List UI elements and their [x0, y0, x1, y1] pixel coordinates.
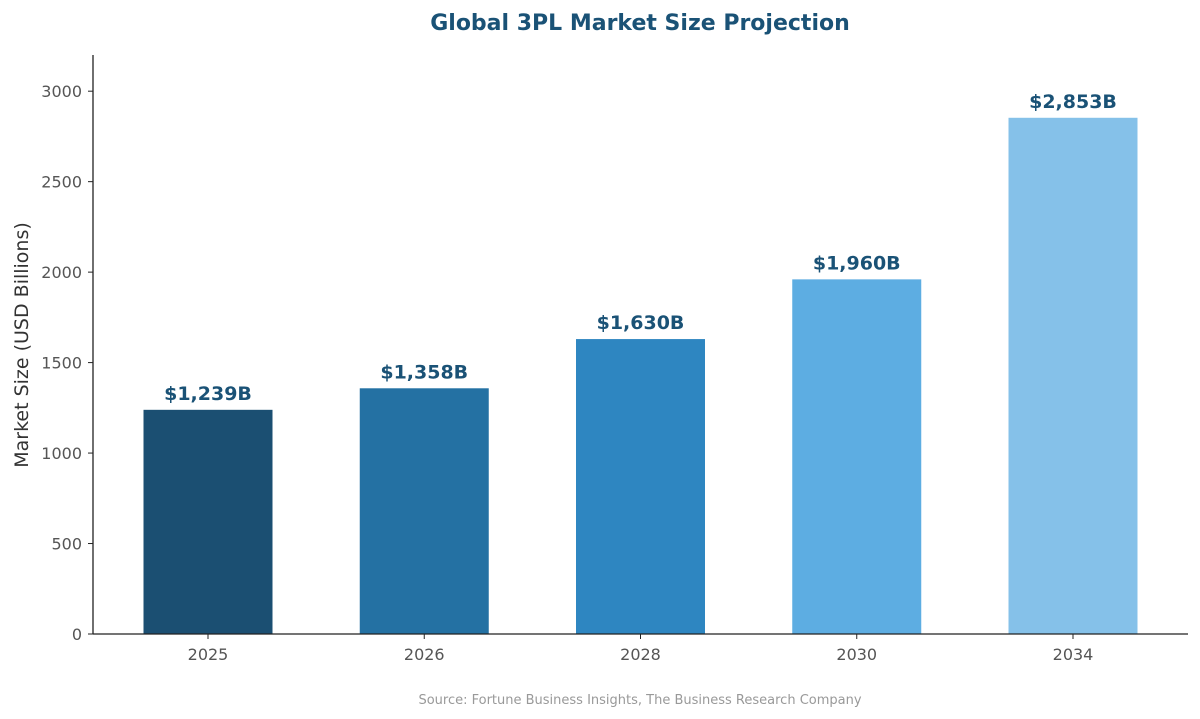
- y-axis-label: Market Size (USD Billions): [11, 222, 33, 468]
- data-label-2034: $2,853B: [1029, 91, 1117, 113]
- data-label-2028: $1,630B: [597, 312, 685, 334]
- bar-2028: [576, 339, 705, 634]
- y-tick-label: 1500: [41, 354, 82, 373]
- data-label-2030: $1,960B: [813, 252, 901, 274]
- bar-2025: [143, 409, 273, 634]
- x-tick-label: 2028: [620, 645, 661, 664]
- y-tick-label: 500: [51, 535, 82, 554]
- bar-2026: [359, 388, 489, 634]
- y-tick-label: 0: [72, 625, 82, 644]
- x-tick-label: 2034: [1053, 645, 1094, 664]
- y-tick-label: 3000: [41, 82, 82, 101]
- y-tick-label: 2500: [41, 173, 82, 192]
- source-note: Source: Fortune Business Insights, The B…: [418, 693, 861, 708]
- bar-2030: [792, 279, 922, 634]
- data-label-2026: $1,358B: [380, 361, 468, 383]
- y-tick-label: 2000: [41, 263, 82, 282]
- x-tick-label: 2026: [404, 645, 445, 664]
- chart-title: Global 3PL Market Size Projection: [430, 11, 850, 36]
- y-tick-label: 1000: [41, 444, 82, 463]
- x-tick-label: 2025: [188, 645, 229, 664]
- bar-2034: [1008, 117, 1138, 635]
- data-label-2025: $1,239B: [164, 383, 252, 405]
- x-tick-label: 2030: [836, 645, 877, 664]
